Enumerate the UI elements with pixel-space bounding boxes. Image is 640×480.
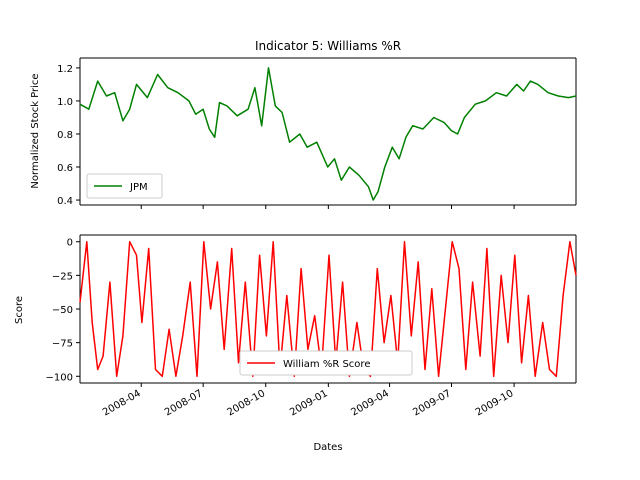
y-tick-label: 1.2 (57, 64, 73, 75)
y-tick-label: 0.4 (57, 196, 73, 207)
y-tick-label: 0.8 (57, 130, 73, 141)
series-line-william-r-score (79, 240, 577, 378)
score-legend-box (239, 350, 413, 376)
score-y-axis-label: Score (14, 296, 25, 324)
y-tick-label: −25 (52, 271, 73, 282)
score-panel: 0 −25 −50 −75 −100 Score William %R Score (14, 234, 577, 387)
price-panel: 0.4 0.6 0.8 1.0 1.2 Normalized Stock Price J… (30, 57, 577, 209)
price-y-axis-label: Normalized Stock Price (30, 73, 41, 188)
price-legend: JPM (86, 173, 163, 199)
score-legend-label: William %R Score (283, 359, 370, 370)
price-legend-box (86, 173, 163, 199)
chart-title: Indicator 5: Williams %R (255, 39, 401, 53)
y-tick-label: 1.0 (57, 97, 73, 108)
y-tick-label: 0 (67, 238, 73, 249)
series-line-jpm (79, 67, 577, 201)
x-axis-label: Dates (313, 442, 342, 453)
score-legend: William %R Score (239, 350, 413, 376)
y-tick-label: −100 (46, 372, 73, 383)
y-tick-label: −75 (52, 339, 73, 350)
y-tick-label: −50 (52, 305, 73, 316)
y-tick-label: 0.6 (57, 163, 73, 174)
price-legend-label: JPM (129, 182, 148, 193)
